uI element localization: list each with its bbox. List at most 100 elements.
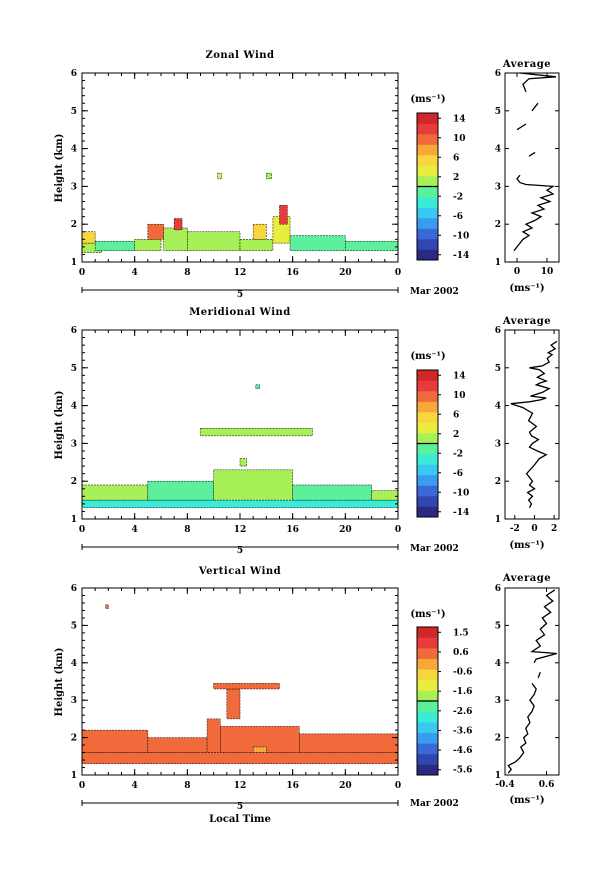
y-axis-label: Height (km): [54, 134, 65, 203]
y-tick-label: 6: [71, 326, 77, 336]
x-tick-label: 8: [184, 525, 190, 535]
colorbar-tick-label: -14: [453, 508, 469, 518]
colorbar-tick-label: 10: [453, 134, 466, 144]
y-tick-label: 2: [71, 477, 77, 487]
x-tick-label: 16: [286, 525, 299, 535]
colorbar-swatch: [417, 239, 438, 250]
colorbar-tick-label: 14: [453, 371, 466, 381]
x-tick-label: 16: [286, 781, 299, 791]
x-tick-label: 20: [339, 781, 352, 791]
data-cell: [82, 752, 398, 765]
colorbar-swatch: [417, 144, 438, 156]
y-tick-label: 3: [71, 696, 77, 706]
data-cell: [252, 223, 267, 240]
profile-frame: [504, 72, 560, 263]
date-day-label: 5: [237, 546, 243, 556]
colorbar-tick-label: 0.6: [453, 648, 469, 658]
data-cell: [239, 458, 247, 467]
y-tick-label: 4: [71, 402, 77, 412]
colorbar-tick-label: -3.6: [453, 726, 472, 736]
profile-x-tick-label: -0.4: [495, 780, 514, 790]
colorbar-swatch: [417, 249, 438, 261]
colorbar-unit: (ms⁻¹): [410, 94, 445, 105]
colorbar-tick-label: -2: [453, 449, 463, 459]
colorbar-tick-label: 6: [453, 153, 459, 163]
profile-x-label: (ms⁻¹): [509, 795, 544, 806]
colorbar-swatch: [417, 228, 438, 240]
profile-y-tick-label: 3: [495, 182, 501, 192]
colorbar-swatch: [417, 186, 438, 198]
data-cell: [147, 737, 208, 753]
profile-y-tick-label: 3: [495, 696, 501, 706]
colorbar-tick-label: -5.6: [453, 766, 472, 776]
profile-frame: [504, 329, 560, 520]
date-day-label: 5: [237, 290, 243, 300]
panel-meridional-wind: Meridional Wind Height (km) 0 4 8 12 16 20 012…: [54, 307, 560, 556]
colorbar-tick-label: -14: [453, 251, 469, 261]
data-cell: [163, 227, 188, 251]
data-cell: [289, 235, 346, 251]
colorbar-swatch: [417, 485, 438, 497]
data-cell: [82, 499, 398, 508]
colorbar-tick-label: -1.6: [453, 687, 472, 697]
profile-title: Average: [502, 316, 551, 327]
colorbar-swatch: [417, 658, 438, 670]
colorbar-swatch: [417, 711, 438, 723]
colorbar-swatch: [417, 165, 438, 177]
average-profile: 1 2 3 4 5 6 0 10: [495, 69, 560, 277]
colorbar-swatch: [417, 401, 438, 413]
x-tick-label: 16: [286, 268, 299, 278]
colorbar-swatch: [417, 475, 438, 486]
profile-x-tick-label: 0: [531, 524, 537, 534]
colorbar: 1.5 0.6 -0.6 -1.6 -2.6 -3.6 -4.6 -5.6: [416, 626, 472, 776]
heatmap-cells: [82, 384, 398, 508]
data-cell: [134, 239, 162, 251]
data-cell: [173, 218, 183, 231]
profile-y-tick-label: 1: [495, 515, 501, 525]
colorbar-swatch: [417, 207, 438, 219]
colorbar-swatch: [417, 743, 438, 755]
average-profile: 1 2 3 4 5 6 -2 0 2: [495, 326, 560, 534]
colorbar-swatch: [417, 113, 438, 124]
data-cell: [292, 484, 372, 501]
data-cell: [217, 172, 222, 180]
data-cell: [187, 231, 241, 251]
data-cell: [213, 683, 280, 690]
date-label: Mar 2002: [410, 799, 459, 809]
profile-title: Average: [502, 573, 551, 584]
colorbar-swatch: [417, 732, 438, 744]
x-tick-label: 0: [79, 781, 85, 791]
panel-vertical-wind: Vertical Wind Height (km) 0 4 8 12 16 20 01234…: [54, 566, 560, 825]
colorbar-swatch: [417, 176, 438, 187]
colorbar-swatch: [417, 370, 438, 381]
colorbar-swatch: [417, 648, 438, 660]
data-cell: [147, 223, 164, 240]
profile-x-tick-label: 2: [551, 524, 557, 534]
data-cell: [279, 205, 288, 225]
colorbar-tick-label: -2: [453, 192, 463, 202]
colorbar-tick-label: 2: [453, 173, 459, 183]
profile-y-tick-label: 6: [495, 69, 501, 79]
colorbar-swatch: [417, 679, 438, 691]
colorbar-tick-label: -6: [453, 212, 463, 222]
x-tick-label: 0: [79, 525, 85, 535]
x-tick-label: 4: [132, 268, 138, 278]
profile-y-tick-label: 1: [495, 771, 501, 781]
profile-title: Average: [502, 59, 551, 70]
panel-title: Meridional Wind: [189, 307, 291, 318]
data-cell: [94, 240, 135, 251]
profile-y-tick-label: 4: [495, 402, 501, 412]
colorbar-swatch: [417, 391, 438, 402]
y-axis-label: Height (km): [54, 391, 65, 460]
colorbar-swatch: [417, 218, 438, 229]
colorbar-swatch: [417, 701, 438, 712]
profile-line: [507, 589, 558, 774]
profile-y-tick-label: 4: [495, 145, 501, 155]
profile-y-tick-label: 2: [495, 220, 501, 230]
heatmap-cells: [82, 604, 398, 765]
colorbar-tick-label: -10: [453, 488, 469, 498]
colorbar-tick-label: 1.5: [453, 628, 469, 638]
